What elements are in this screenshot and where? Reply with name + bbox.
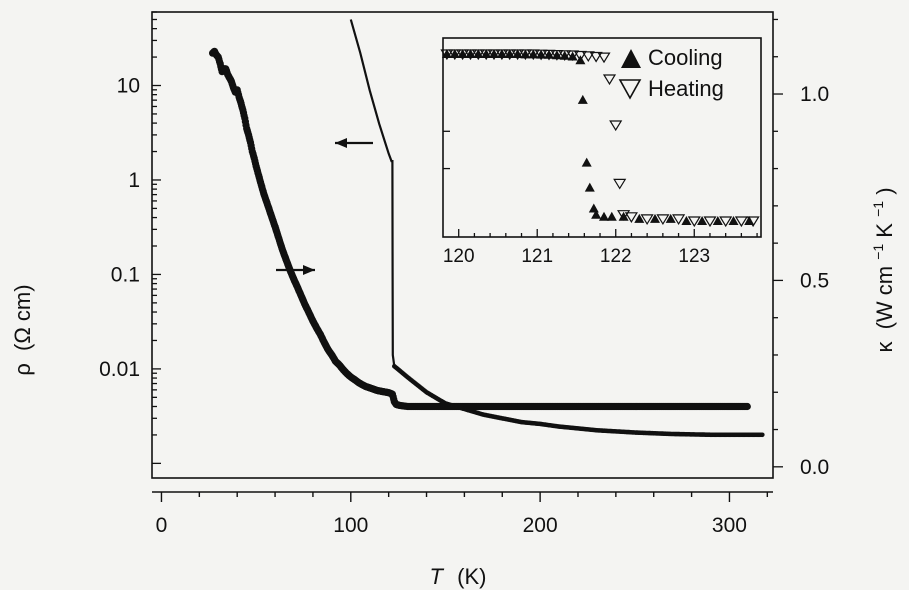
y-axis-left-symbol: ρ [10, 363, 35, 376]
y-axis-right-close-paren: ) [872, 187, 897, 194]
y-right-tick-label: 1.0 [800, 83, 829, 106]
heating-point [687, 216, 701, 228]
heating-point [566, 50, 580, 62]
heating-point [558, 50, 572, 61]
cooling-point [559, 50, 570, 60]
heating-point [589, 51, 603, 63]
cooling-point [712, 216, 723, 225]
heating-point [656, 214, 670, 226]
y-axis-right-title: κ (W cm −1 K −1 ) [863, 187, 897, 352]
y-axis-right-unit: (W cm [872, 266, 897, 330]
heating-point [602, 74, 617, 86]
heating-point [640, 214, 654, 226]
heating-point [448, 49, 462, 61]
heating-point [550, 49, 564, 61]
cooling-point [591, 209, 602, 219]
heating-point [534, 49, 548, 61]
cooling-point [728, 216, 739, 225]
cooling-point [536, 49, 547, 59]
inset-frame [442, 37, 762, 238]
left-axis-arrow [335, 138, 373, 148]
heating-point [613, 178, 627, 190]
heating-point [495, 49, 509, 61]
data-series-layer [209, 19, 765, 438]
heating-point [746, 216, 760, 228]
heating-legend-marker [618, 79, 642, 100]
heating-point [526, 49, 540, 61]
x-tick-label: 0 [156, 514, 168, 537]
heating-point [471, 49, 485, 61]
y-axis-right-exponent-1: −1 [870, 244, 886, 260]
heating-point [479, 49, 493, 61]
y-axis-left-title: ρ (Ω cm) [10, 284, 35, 375]
y-left-tick-label: 1 [128, 169, 140, 192]
x-axis-unit: (K) [457, 564, 486, 589]
cooling-point [567, 51, 578, 61]
heating-point [503, 49, 517, 61]
cooling-point [681, 216, 692, 225]
heating-point [456, 49, 470, 61]
y-right-tick-label: 0.0 [800, 456, 829, 479]
main-plot-area: 0 100 200 300 10 1 0.1 0.01 1.0 0.5 0.0 [99, 11, 829, 537]
y-axis-right-kelvin: K [872, 223, 897, 238]
heating-point [463, 49, 478, 61]
cooling-point [665, 213, 676, 223]
thermal-conductivity-point [760, 432, 765, 438]
cooling-legend-label: Cooling [648, 45, 723, 70]
cooling-point [650, 213, 660, 223]
cooling-point [618, 211, 629, 221]
inset-x-tick-label: 121 [521, 246, 553, 267]
x-tick-label: 300 [712, 514, 747, 537]
heating-point [703, 216, 717, 228]
cooling-point [599, 211, 609, 221]
y-right-tick-label: 0.5 [800, 269, 829, 292]
y-axis-right-exponent-2: −1 [870, 201, 886, 217]
heating-point [597, 52, 611, 64]
heating-point [719, 216, 733, 228]
heating-point [573, 50, 587, 62]
inset-x-tick-label: 120 [443, 246, 475, 267]
heating-point [511, 49, 525, 61]
right-axis-arrow [276, 265, 315, 275]
heating-point [617, 210, 631, 221]
cooling-point [606, 211, 617, 221]
y-left-tick-label: 0.01 [99, 358, 140, 381]
inset-x-tick-label: 123 [678, 246, 710, 267]
x-tick-label: 200 [523, 514, 558, 537]
cooling-point [551, 50, 562, 60]
heating-point [487, 49, 501, 61]
inset-legend: Cooling Heating [618, 45, 724, 101]
heating-point [624, 212, 638, 223]
cooling-point [577, 94, 588, 104]
y-axis-right-symbol: κ [872, 341, 897, 353]
heating-legend-label: Heating [648, 76, 724, 101]
x-axis-title: T (K) [430, 564, 487, 589]
heating-point [609, 120, 623, 132]
cooling-point [634, 213, 645, 223]
cooling-point [581, 157, 592, 167]
main-plot-frame [151, 11, 774, 479]
cooling-point [697, 216, 708, 225]
heating-point [734, 216, 748, 228]
heating-point [518, 49, 532, 61]
heating-point [542, 49, 556, 61]
heating-point [581, 51, 595, 63]
y-left-tick-label: 10 [117, 75, 140, 98]
inset-plot-area: 120 121 122 123 [440, 37, 762, 267]
cooling-point [584, 182, 595, 192]
x-tick-label: 100 [333, 514, 368, 537]
y-axis-left-unit: (Ω cm) [10, 284, 35, 351]
heating-point [672, 214, 686, 226]
cooling-point [528, 49, 539, 59]
y-left-tick-label: 0.1 [111, 263, 140, 286]
heating-point [440, 49, 454, 61]
x-axis-symbol: T [430, 564, 445, 589]
inset-x-tick-label: 122 [600, 246, 632, 267]
cooling-point [520, 49, 531, 59]
cooling-point [544, 49, 554, 59]
cooling-legend-marker [621, 49, 641, 68]
resistivity-point [743, 402, 751, 411]
